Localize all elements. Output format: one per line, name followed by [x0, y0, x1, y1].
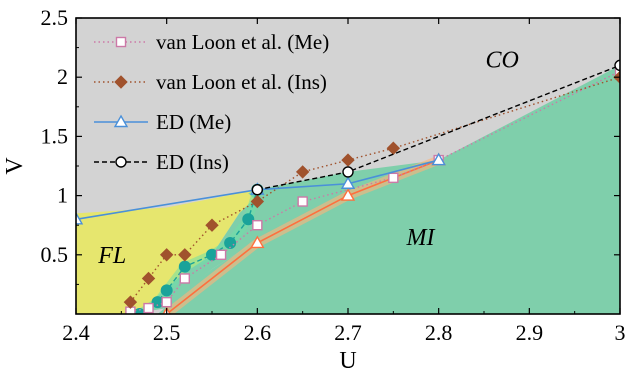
legend-ed-me-label: ED (Me) — [156, 110, 231, 134]
van-loon-et-al-ins-series — [123, 70, 620, 309]
extra-0-point — [160, 284, 173, 297]
region-label-mi: MI — [406, 225, 436, 251]
extra-0-point — [224, 236, 237, 249]
x-tick-label: 2.9 — [516, 320, 544, 345]
extra-1-point — [340, 188, 356, 201]
van-loon-et-al-ins-point — [341, 153, 355, 167]
van-loon-et-al-me-series — [125, 66, 620, 314]
van-loon-et-al-ins-point — [205, 218, 219, 232]
van-loon-et-al-ins-point — [123, 295, 138, 309]
x-tick-label: 2.4 — [62, 320, 90, 345]
axes: 2.4 2.5 2.6 2.7 2.8 2.9 3 0.5 1 1.5 2 2.5 — [41, 5, 626, 345]
van-loon-et-al-ins-point — [295, 165, 310, 179]
y-tick-label: 2.5 — [41, 5, 69, 30]
van-loon-et-al-ins-line — [129, 76, 620, 303]
legend-ed-ins-label: ED (Ins) — [156, 150, 229, 174]
ed-me-point — [340, 176, 356, 189]
extra-0-point — [242, 213, 255, 226]
region-mi-wedge — [248, 160, 439, 202]
ed-me-point — [431, 152, 446, 166]
y-tick-label: 1.5 — [41, 123, 69, 148]
y-tick-label: 0.5 — [41, 242, 69, 267]
legend-van-loon-et-al-ins-label: van Loon et al. (Ins) — [156, 70, 327, 94]
van-loon-et-al-me-point — [179, 273, 191, 284]
ed-me-line — [76, 159, 439, 221]
van-loon-et-al-ins-point — [159, 248, 174, 262]
van-loon-et-al-me-point — [388, 172, 399, 184]
y-tick-label: 2 — [57, 64, 68, 89]
legend-van-loon-et-al-me: van Loon et al. (Me) — [94, 30, 329, 54]
x-tick-label: 2.6 — [244, 320, 272, 345]
van-loon-et-al-me-line — [130, 70, 620, 313]
legend-ed-ins: ED (Ins) — [94, 150, 229, 174]
legend-van-loon-et-al-ins: van Loon et al. (Ins) — [94, 70, 327, 94]
x-tick-label: 2.8 — [425, 320, 453, 345]
legend-ed-me: ED (Me) — [94, 110, 231, 134]
x-tick-label: 2.5 — [153, 320, 181, 345]
van-loon-et-al-ins-point — [141, 271, 156, 286]
legend-van-loon-et-al-me-marker — [115, 36, 127, 48]
region-fl — [76, 189, 267, 314]
van-loon-et-al-me-point — [161, 296, 172, 308]
x-tick-label: 3 — [615, 320, 626, 345]
van-loon-et-al-me-point — [143, 302, 154, 314]
extra-0-point — [133, 308, 146, 314]
legend: van Loon et al. (Me) van Loon et al. (Ins… — [94, 30, 329, 174]
legend-van-loon-et-al-ins-marker — [114, 75, 128, 89]
ed-ins-series — [251, 59, 620, 196]
van-loon-et-al-me-point — [614, 66, 620, 77]
y-tick-label: 1 — [57, 183, 68, 208]
legend-van-loon-et-al-me-label: van Loon et al. (Me) — [156, 30, 329, 54]
ed-me-point — [76, 211, 84, 225]
x-axis-title: U — [339, 348, 356, 374]
extra-0-point — [178, 260, 191, 273]
ed-ins-point — [614, 59, 620, 72]
data-series — [76, 59, 620, 314]
van-loon-et-al-ins-point — [250, 194, 265, 209]
legend-ed-ins-marker — [115, 156, 127, 168]
y-axis-title: V — [2, 157, 28, 175]
van-loon-et-al-me-point — [252, 219, 263, 231]
legend-ed-me-marker — [113, 114, 129, 128]
region-label-co: CO — [485, 47, 518, 73]
extra-0-point — [151, 296, 164, 309]
ed-me-series — [76, 152, 446, 225]
ed-ins-point — [342, 166, 354, 178]
x-tick-label: 2.7 — [334, 320, 362, 345]
extra-1-point — [250, 235, 265, 249]
van-loon-et-al-me-point — [297, 196, 308, 207]
region-label-fl: FL — [97, 243, 126, 269]
van-loon-et-al-me-point — [215, 249, 227, 261]
van-loon-et-al-ins-point — [178, 248, 192, 262]
van-loon-et-al-ins-point — [386, 141, 401, 155]
ed-ins-point — [251, 183, 264, 196]
region-labels: CO FL MI — [97, 47, 519, 268]
